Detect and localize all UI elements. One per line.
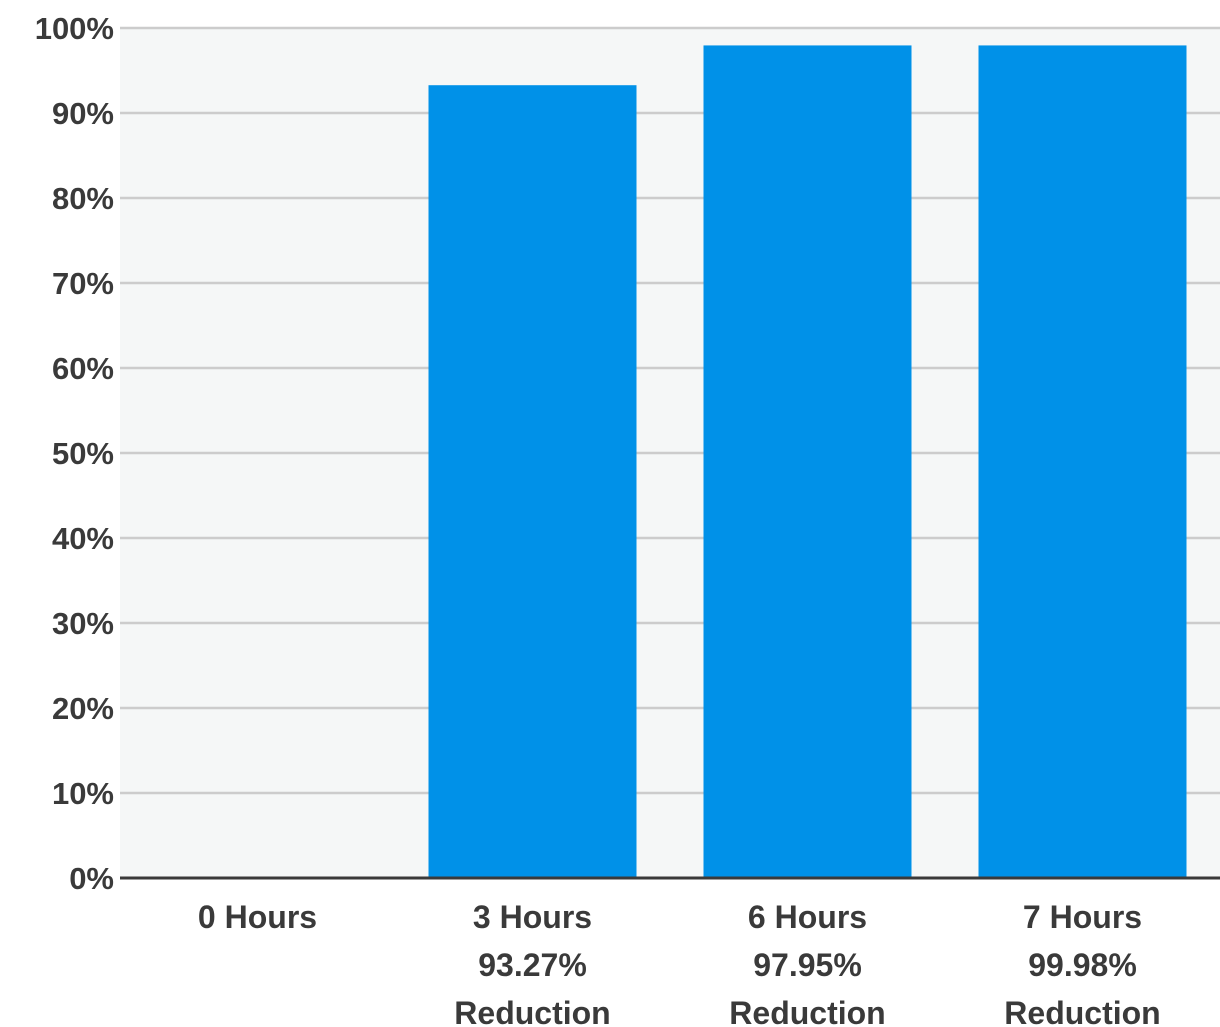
bar <box>428 85 637 878</box>
x-category-label: 6 Hours 97.95% Reduction <box>729 899 885 1027</box>
y-tick-label: 0% <box>69 861 114 896</box>
y-tick-label: 80% <box>52 181 114 216</box>
y-tick-label: 90% <box>52 96 114 131</box>
x-category-label: 7 Hours 99.98% Reduction <box>1004 899 1160 1027</box>
y-tick-label: 30% <box>52 606 114 641</box>
y-tick-label: 50% <box>52 436 114 471</box>
y-tick-label: 40% <box>52 521 114 556</box>
x-category-label: 0 Hours <box>198 899 317 935</box>
y-axis-tick-labels: 0% 10% 20% 30% 40% 50% 60% 70% 80% 90% 100% <box>35 11 114 896</box>
y-tick-label: 20% <box>52 691 114 726</box>
y-tick-label: 100% <box>35 11 114 46</box>
y-tick-label: 10% <box>52 776 114 811</box>
y-tick-label: 60% <box>52 351 114 386</box>
bars <box>428 45 1187 879</box>
y-tick-label: 70% <box>52 266 114 301</box>
x-category-label: 3 Hours 93.27% Reduction <box>454 899 610 1027</box>
bar <box>703 45 912 879</box>
x-axis-category-labels: 0 Hours 3 Hours 93.27% Reduction 6 Hours 97.9… <box>198 899 1161 1027</box>
bar <box>978 45 1187 879</box>
